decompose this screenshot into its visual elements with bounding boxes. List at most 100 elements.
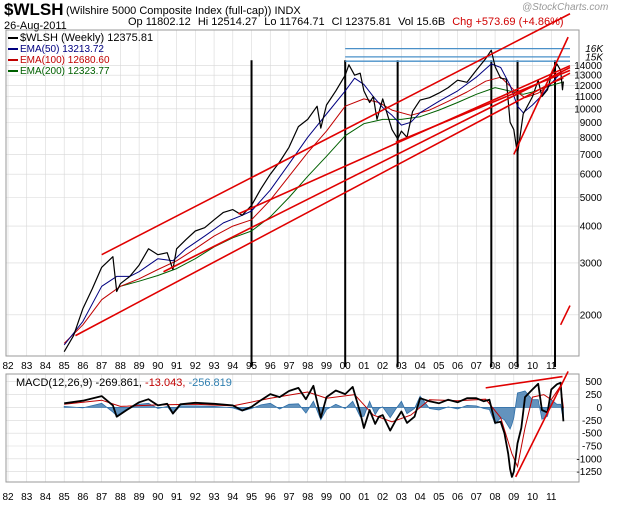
price-x-tick-label: 89 — [134, 361, 146, 372]
watermark: @StockCharts.com — [522, 2, 609, 13]
price-y-tick-label: 6000 — [580, 170, 603, 181]
macd-x-tick-label: 92 — [190, 492, 202, 503]
macd-y-tick-label: 0 — [596, 403, 602, 414]
legend-ema200: EMA(200) 12323.77 — [8, 66, 110, 77]
macd-y-tick-label: 250 — [585, 390, 602, 401]
price-y-tick-label: 3000 — [580, 258, 603, 269]
macd-x-tick-label: 91 — [171, 492, 183, 503]
trendline-2009-rally-line — [513, 36, 569, 155]
price-x-tick-label: 85 — [59, 361, 71, 372]
macd-y-tick-label: -1250 — [576, 467, 602, 478]
macd-x-tick-label: 11 — [546, 492, 557, 503]
price-x-tick-label: 08 — [490, 361, 502, 372]
macd-x-tick-label: 95 — [246, 492, 258, 503]
trendline-1995-support — [238, 64, 571, 215]
exchange-label: INDX — [274, 5, 301, 17]
trendline-lower-channel-1985-low- — [75, 72, 571, 337]
legend-ema100: EMA(100) 12680.60 — [8, 55, 110, 66]
price-x-tick-label: 84 — [40, 361, 52, 372]
legend-ema100-text: EMA(100) 12680.60 — [20, 55, 110, 66]
price-x-tick-label: 82 — [2, 361, 14, 372]
quote-bar: Op 11802.12 Hi 12514.27 Lo 11764.71 Cl 1… — [128, 16, 568, 28]
price-x-tick-label: 90 — [152, 361, 164, 372]
macd-y-tick-label: -750 — [582, 442, 602, 453]
legend-ema100-swatch — [8, 59, 18, 62]
price-series — [63, 49, 564, 353]
legend-price-swatch — [8, 37, 18, 40]
grid — [6, 30, 579, 482]
macd-x-tick-label: 05 — [433, 492, 445, 503]
macd-trendline-macd-upper — [485, 375, 563, 389]
macd-panel-frame — [5, 373, 580, 483]
price-y-tick-label: 9000 — [580, 118, 603, 129]
macd-x-tick-label: 10 — [527, 492, 539, 503]
macd-x-tick-label: 88 — [115, 492, 127, 503]
trendline-1990-support — [163, 66, 571, 273]
macd-legend-label: MACD(12,26,9) — [16, 377, 93, 389]
quote-volume: Vol 15.6B — [398, 16, 446, 28]
trendline-2002-2009-lower — [395, 69, 571, 143]
macd-y-tick-label: 500 — [585, 377, 602, 388]
price-x-tick-label: 96 — [265, 361, 277, 372]
legend-price-text: $WLSH (Weekly) 12375.81 — [20, 32, 154, 44]
price-x-tick-label: 05 — [433, 361, 445, 372]
quote-change: Chg +573.69 (+4.86%) — [452, 16, 564, 28]
ema100-line — [63, 76, 564, 344]
legend-ema50-swatch — [8, 48, 18, 51]
macd-x-tick-label: 85 — [59, 492, 71, 503]
vertical-marker-lines — [250, 60, 557, 367]
legend-ema200-text: EMA(200) 12323.77 — [20, 66, 110, 77]
price-y-tick-label: 10000 — [574, 104, 602, 115]
trendline-upper-channel-1987-high- — [101, 13, 571, 256]
quote-open: Op 11802.12 — [128, 16, 191, 28]
macd-x-tick-label: 94 — [227, 492, 239, 503]
macd-x-tick-label: 89 — [134, 492, 146, 503]
macd-legend-signal: -13.043, — [145, 377, 186, 389]
macd-x-tick-label: 03 — [396, 492, 408, 503]
price-x-tick-label: 11 — [546, 361, 557, 372]
ema200-line — [120, 81, 564, 287]
macd-x-tick-label: 99 — [321, 492, 333, 503]
macd-legend: MACD(12,26,9) -269.861, -13.043, -256.81… — [16, 377, 232, 389]
price-x-tick-label: 86 — [77, 361, 89, 372]
axis-labels: 1400013000120001100010000900080007000600… — [2, 44, 604, 503]
macd-x-tick-label: 96 — [265, 492, 277, 503]
macd-x-tick-label: 98 — [302, 492, 314, 503]
macd-x-tick-label: 87 — [96, 492, 108, 503]
index-name: (Wilshire 5000 Composite Index (full-cap… — [66, 5, 272, 17]
price-x-tick-label: 98 — [302, 361, 314, 372]
macd-legend-value: -269.861, — [95, 377, 142, 389]
price-x-tick-label: 09 — [508, 361, 520, 372]
resistance-label: 15K — [585, 52, 604, 63]
price-y-tick-label: 8000 — [580, 133, 603, 144]
price-y-tick-label: 11000 — [575, 92, 603, 103]
price-x-tick-label: 02 — [377, 361, 389, 372]
macd-x-tick-label: 83 — [21, 492, 33, 503]
price-x-tick-label: 93 — [209, 361, 221, 372]
macd-series — [63, 371, 569, 478]
price-x-tick-label: 95 — [246, 361, 258, 372]
price-y-tick-label: 12000 — [574, 81, 602, 92]
price-x-tick-label: 07 — [471, 361, 483, 372]
macd-x-tick-label: 01 — [358, 492, 370, 503]
macd-x-tick-label: 08 — [490, 492, 502, 503]
chart-description: (Wilshire 5000 Composite Index (full-cap… — [66, 5, 301, 17]
quote-low: Lo 11764.71 — [264, 16, 325, 28]
macd-x-tick-label: 02 — [377, 492, 389, 503]
price-line — [63, 49, 564, 353]
legend-price: $WLSH (Weekly) 12375.81 — [8, 32, 153, 44]
price-x-tick-label: 94 — [227, 361, 239, 372]
price-x-tick-label: 83 — [21, 361, 33, 372]
macd-line — [64, 381, 565, 478]
macd-legend-hist: -256.819 — [188, 377, 232, 389]
legend-ema50-text: EMA(50) 13213.72 — [20, 44, 104, 55]
price-x-tick-label: 92 — [190, 361, 202, 372]
price-y-tick-label: 5000 — [580, 193, 603, 204]
macd-x-tick-label: 09 — [508, 492, 520, 503]
macd-y-tick-label: -1000 — [576, 454, 602, 465]
price-x-tick-label: 88 — [115, 361, 127, 372]
price-x-tick-label: 97 — [283, 361, 295, 372]
trendlines — [75, 13, 571, 337]
macd-x-tick-label: 97 — [283, 492, 295, 503]
